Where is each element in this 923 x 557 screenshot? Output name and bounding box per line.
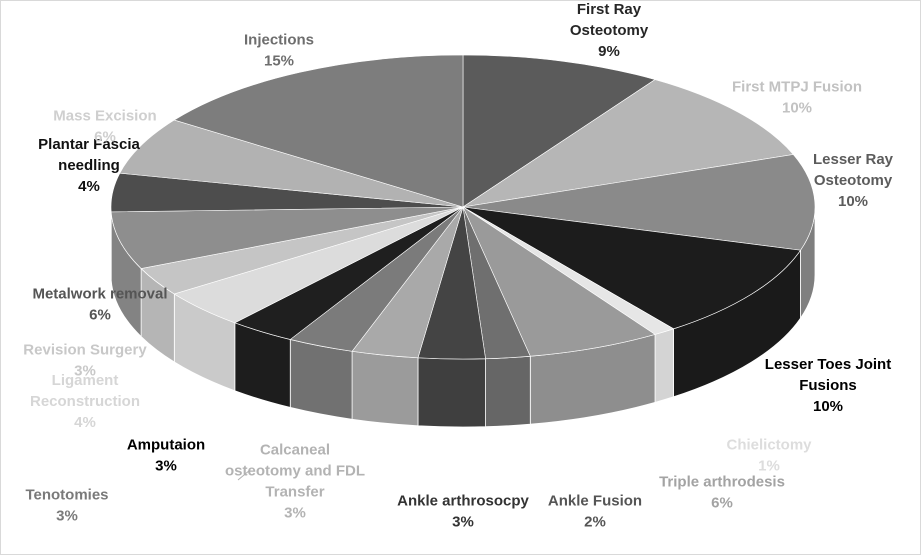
label-calcaneal-osteotomy-and-fdl-transfer: Calcaneal osteotomy and FDL Transfer 3% — [225, 442, 365, 522]
label-first-mtpj-fusion: First MTPJ Fusion 10% — [732, 79, 862, 117]
label-tenotomies: Tenotomies 3% — [25, 487, 108, 525]
leader-line-calcaneal — [237, 469, 251, 481]
label-amputaion: Amputaion 3% — [127, 437, 205, 475]
label-ankle-arthrosocpy: Ankle arthrosocpy 3% — [397, 493, 529, 531]
pie-side-chielictomy — [654, 328, 674, 403]
pie-side-ankle-arthrosocpy — [417, 357, 486, 428]
pie-slice-lesser-ray-osteotomy — [462, 154, 816, 251]
label-metalwork-removal: Metalwork removal 6% — [32, 286, 167, 324]
pie-slice-injections — [173, 54, 464, 208]
pie-top — [110, 54, 816, 360]
label-lesser-toes-joint-fusions: Lesser Toes Joint Fusions 10% — [765, 356, 891, 415]
label-first-ray-osteotomy: First Ray Osteotomy 9% — [570, 1, 649, 60]
data-labels: First Ray Osteotomy 9% First MTPJ Fusion 10%… — [23, 1, 893, 531]
label-chielictomy: Chielictomy 1% — [726, 437, 812, 475]
pie-slice-metalwork-removal — [110, 206, 464, 269]
label-ligament-reconstruction: Ligament Reconstruction 4% — [30, 372, 140, 431]
pie-side-walls — [110, 206, 816, 428]
label-revision-surgery: Revision Surgery 3% — [23, 342, 147, 380]
label-ankle-fusion: Ankle Fusion 2% — [548, 493, 642, 531]
label-mass-excision: Mass Excision 6% — [53, 108, 156, 146]
label-triple-arthrodesis: Triple arthrodesis 6% — [659, 474, 785, 512]
pie-slice-first-ray-osteotomy — [462, 54, 656, 208]
pie-slice-triple-arthrodesis — [462, 206, 656, 357]
pie-slice-first-mtpj-fusion — [462, 79, 794, 208]
pie-side-calcaneal-osteotomy-and-fdl-transfer — [351, 350, 419, 427]
pie-slice-mass-excision — [119, 119, 464, 208]
pie-side-ankle-fusion — [485, 355, 531, 428]
label-lesser-ray-osteotomy: Lesser Ray Osteotomy 10% — [813, 151, 894, 210]
pie-slice-lesser-toes-joint-fusions — [462, 206, 801, 330]
pie-side-tenotomies — [289, 338, 353, 420]
label-plantar-fascia-needling: Plantar Fascia needling 4% — [38, 136, 140, 195]
label-injections: Injections 15% — [244, 32, 314, 70]
